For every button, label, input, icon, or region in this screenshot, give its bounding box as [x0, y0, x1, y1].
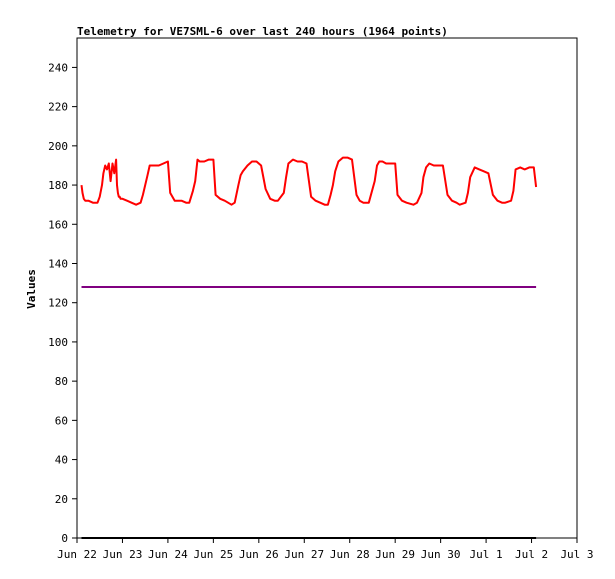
series-line-0 — [80, 156, 538, 206]
x-tick-label: Jul 1 — [470, 548, 503, 561]
x-tick-label: Jun 28 — [330, 548, 370, 561]
x-tick-label: Jun 23 — [103, 548, 143, 561]
y-axis-ticks: 0 20 40 60 80 100 120 140 160 180 200 220 240 — [48, 61, 77, 545]
x-tick-label: Jun 29 — [375, 548, 415, 561]
chart-title: Telemetry for VE7SML-6 over last 240 hou… — [77, 25, 448, 38]
x-tick-label: Jun 24 — [148, 548, 188, 561]
y-tick-label: 0 — [61, 532, 68, 545]
series-layer — [80, 156, 538, 539]
x-tick-label: Jul 2 — [515, 548, 548, 561]
y-tick-label: 240 — [48, 61, 68, 74]
x-tick-label: Jul 3 — [560, 548, 593, 561]
y-tick-label: 200 — [48, 140, 68, 153]
x-tick-label: Jun 27 — [284, 548, 324, 561]
y-tick-label: 120 — [48, 297, 68, 310]
y-axis-label: Values — [25, 269, 38, 309]
y-tick-label: 140 — [48, 257, 68, 270]
y-tick-label: 60 — [55, 414, 68, 427]
y-tick-label: 180 — [48, 179, 68, 192]
y-tick-label: 100 — [48, 336, 68, 349]
y-tick-label: 80 — [55, 375, 68, 388]
x-tick-label: Jun 25 — [193, 548, 233, 561]
y-tick-label: 40 — [55, 454, 68, 467]
x-tick-label: Jun 30 — [421, 548, 461, 561]
x-tick-label: Jun 26 — [239, 548, 279, 561]
x-axis-ticks: Jun 22 Jun 23 Jun 24 Jun 25 Jun 26 Jun 27 Jun … — [57, 538, 594, 561]
y-tick-label: 160 — [48, 218, 68, 231]
y-tick-label: 220 — [48, 101, 68, 114]
x-tick-label: Jun 22 — [57, 548, 97, 561]
y-tick-label: 20 — [55, 493, 68, 506]
